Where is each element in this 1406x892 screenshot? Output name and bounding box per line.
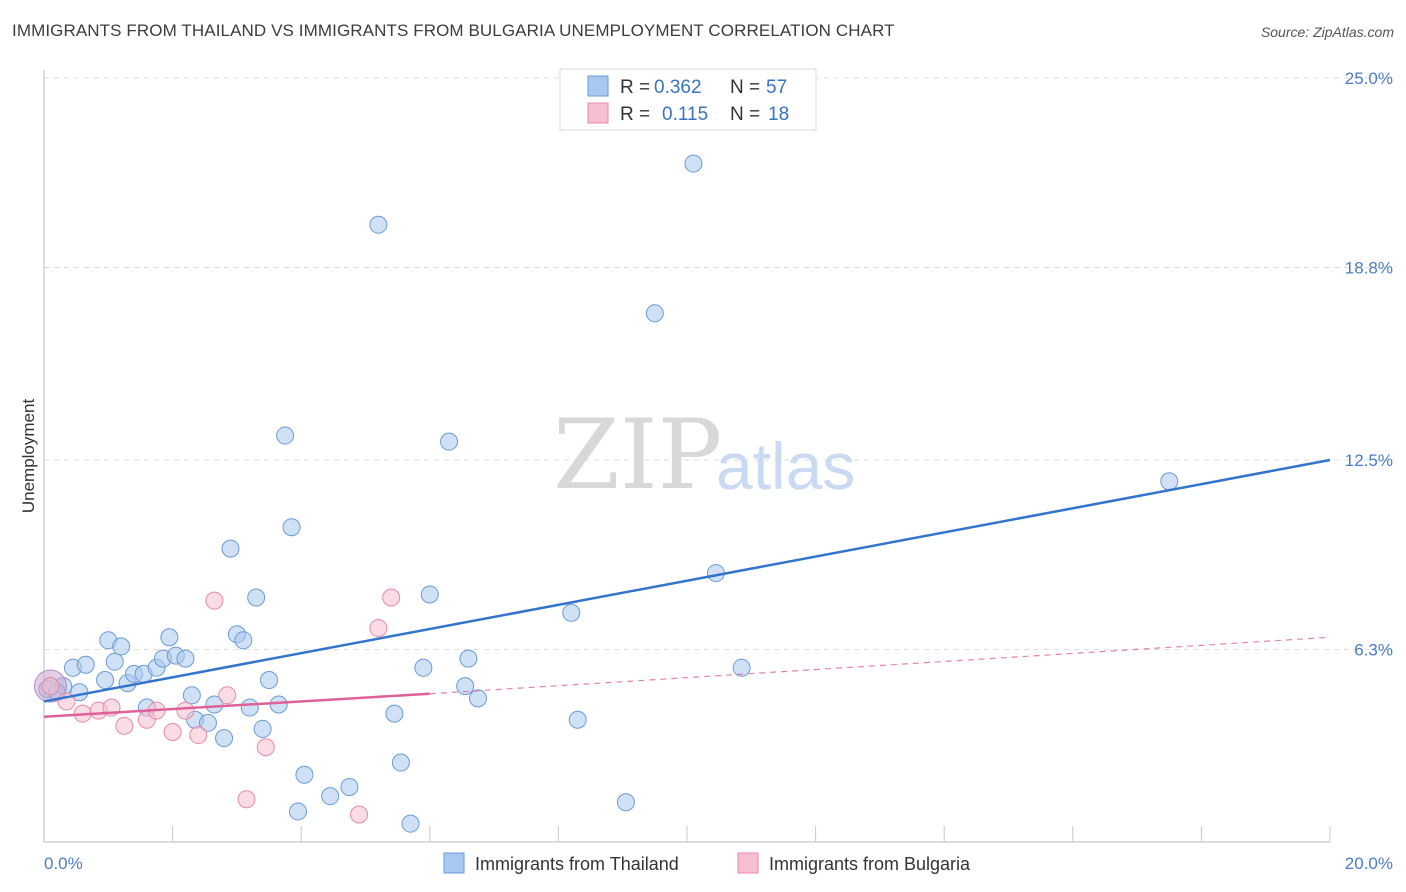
data-point-thailand — [105, 652, 124, 671]
x-tick-label-max: 20.0% — [1345, 854, 1393, 873]
legend-swatch-thailand — [587, 75, 609, 97]
data-point-thailand — [420, 585, 439, 604]
data-point-thailand — [732, 658, 751, 677]
data-point-thailand — [260, 671, 279, 690]
data-point-thailand — [198, 713, 217, 732]
y-axis-label: Unemployment — [19, 399, 38, 514]
trend-lines — [43, 458, 1331, 718]
data-point-thailand — [440, 432, 459, 451]
data-point-thailand — [215, 729, 234, 748]
data-point-thailand — [391, 753, 410, 772]
legend-r-label: R = — [620, 104, 650, 125]
bottom-legend: Immigrants from Thailand Immigrants from… — [443, 852, 971, 874]
data-point-thailand — [469, 689, 488, 708]
data-point-thailand — [182, 686, 201, 705]
data-point-thailand — [645, 304, 664, 323]
data-point-thailand — [288, 802, 307, 821]
x-tick-label-min: 0.0% — [44, 854, 83, 873]
data-point-thailand — [340, 777, 359, 796]
series-bulgaria-points — [41, 588, 401, 824]
legend-n-value-bulgaria: 18 — [768, 104, 789, 125]
y-tick-label: 6.3% — [1354, 640, 1393, 659]
data-point-thailand — [269, 695, 288, 714]
legend-n-value-thailand: 57 — [766, 77, 787, 98]
data-point-bulgaria — [369, 619, 388, 638]
watermark-atlas: atlas — [716, 429, 855, 503]
x-axis-ticks — [43, 826, 1331, 842]
legend-r-value-thailand: 0.362 — [654, 77, 702, 98]
data-point-bulgaria — [205, 591, 224, 610]
data-point-thailand — [205, 695, 224, 714]
chart-title: IMMIGRANTS FROM THAILAND VS IMMIGRANTS F… — [12, 21, 895, 40]
watermark-zip: ZIP — [553, 399, 722, 511]
data-point-thailand — [616, 793, 635, 812]
legend-swatch-bulgaria — [587, 102, 609, 124]
data-point-thailand — [76, 655, 95, 674]
watermark: ZIP atlas — [553, 399, 855, 511]
data-point-bulgaria — [176, 701, 195, 720]
data-point-thailand — [414, 658, 433, 677]
bottom-legend-bulgaria: Immigrants from Bulgaria — [769, 854, 971, 874]
data-point-bulgaria — [163, 722, 182, 741]
bottom-legend-thailand: Immigrants from Thailand — [475, 854, 679, 874]
data-point-thailand — [276, 426, 295, 445]
data-point-thailand — [160, 628, 179, 647]
trend-line-bulgaria — [43, 692, 430, 718]
data-point-bulgaria — [237, 790, 256, 809]
y-tick-label: 12.5% — [1345, 451, 1393, 470]
data-point-thailand — [96, 671, 115, 690]
trend-line-thailand — [43, 458, 1331, 703]
legend-r-value-bulgaria: 0.115 — [662, 104, 708, 125]
y-axis-tick-labels: 6.3% 12.5% 18.8% 25.0% — [1345, 69, 1393, 659]
data-point-thailand — [112, 637, 131, 656]
data-point-bulgaria — [41, 677, 60, 696]
legend: R = 0.362 N = 57 R = 0.115 N = 18 — [559, 68, 817, 131]
bottom-legend-swatch-thailand — [443, 852, 465, 874]
grid-lines — [44, 77, 1395, 650]
legend-r-label: R = — [620, 77, 650, 98]
data-point-thailand — [176, 649, 195, 668]
data-point-thailand — [459, 649, 478, 668]
data-point-bulgaria — [382, 588, 401, 607]
data-point-thailand — [562, 603, 581, 622]
data-point-thailand — [1160, 472, 1179, 491]
data-point-bulgaria — [218, 686, 237, 705]
legend-n-label: N = — [730, 104, 760, 125]
data-point-thailand — [369, 215, 388, 234]
data-point-thailand — [240, 698, 259, 717]
data-point-thailand — [282, 518, 301, 537]
data-point-bulgaria — [256, 738, 275, 757]
data-point-bulgaria — [189, 726, 208, 745]
data-point-thailand — [221, 539, 240, 558]
data-point-thailand — [401, 814, 420, 833]
trend-line-bulgaria-extrapolated — [429, 636, 1331, 695]
data-point-thailand — [234, 631, 253, 650]
data-point-bulgaria — [115, 716, 134, 735]
data-point-thailand — [684, 154, 703, 173]
data-point-thailand — [253, 719, 272, 738]
data-point-bulgaria — [350, 805, 369, 824]
legend-n-label: N = — [730, 77, 760, 98]
data-point-thailand — [456, 677, 475, 696]
data-point-thailand — [568, 710, 587, 729]
data-point-thailand — [321, 787, 340, 806]
data-point-thailand — [385, 704, 404, 723]
bottom-legend-swatch-bulgaria — [737, 852, 759, 874]
y-tick-label: 18.8% — [1345, 258, 1393, 277]
source-label: Source: ZipAtlas.com — [1260, 24, 1394, 40]
y-tick-label: 25.0% — [1345, 69, 1393, 88]
data-point-thailand — [247, 588, 266, 607]
data-point-thailand — [295, 765, 314, 784]
